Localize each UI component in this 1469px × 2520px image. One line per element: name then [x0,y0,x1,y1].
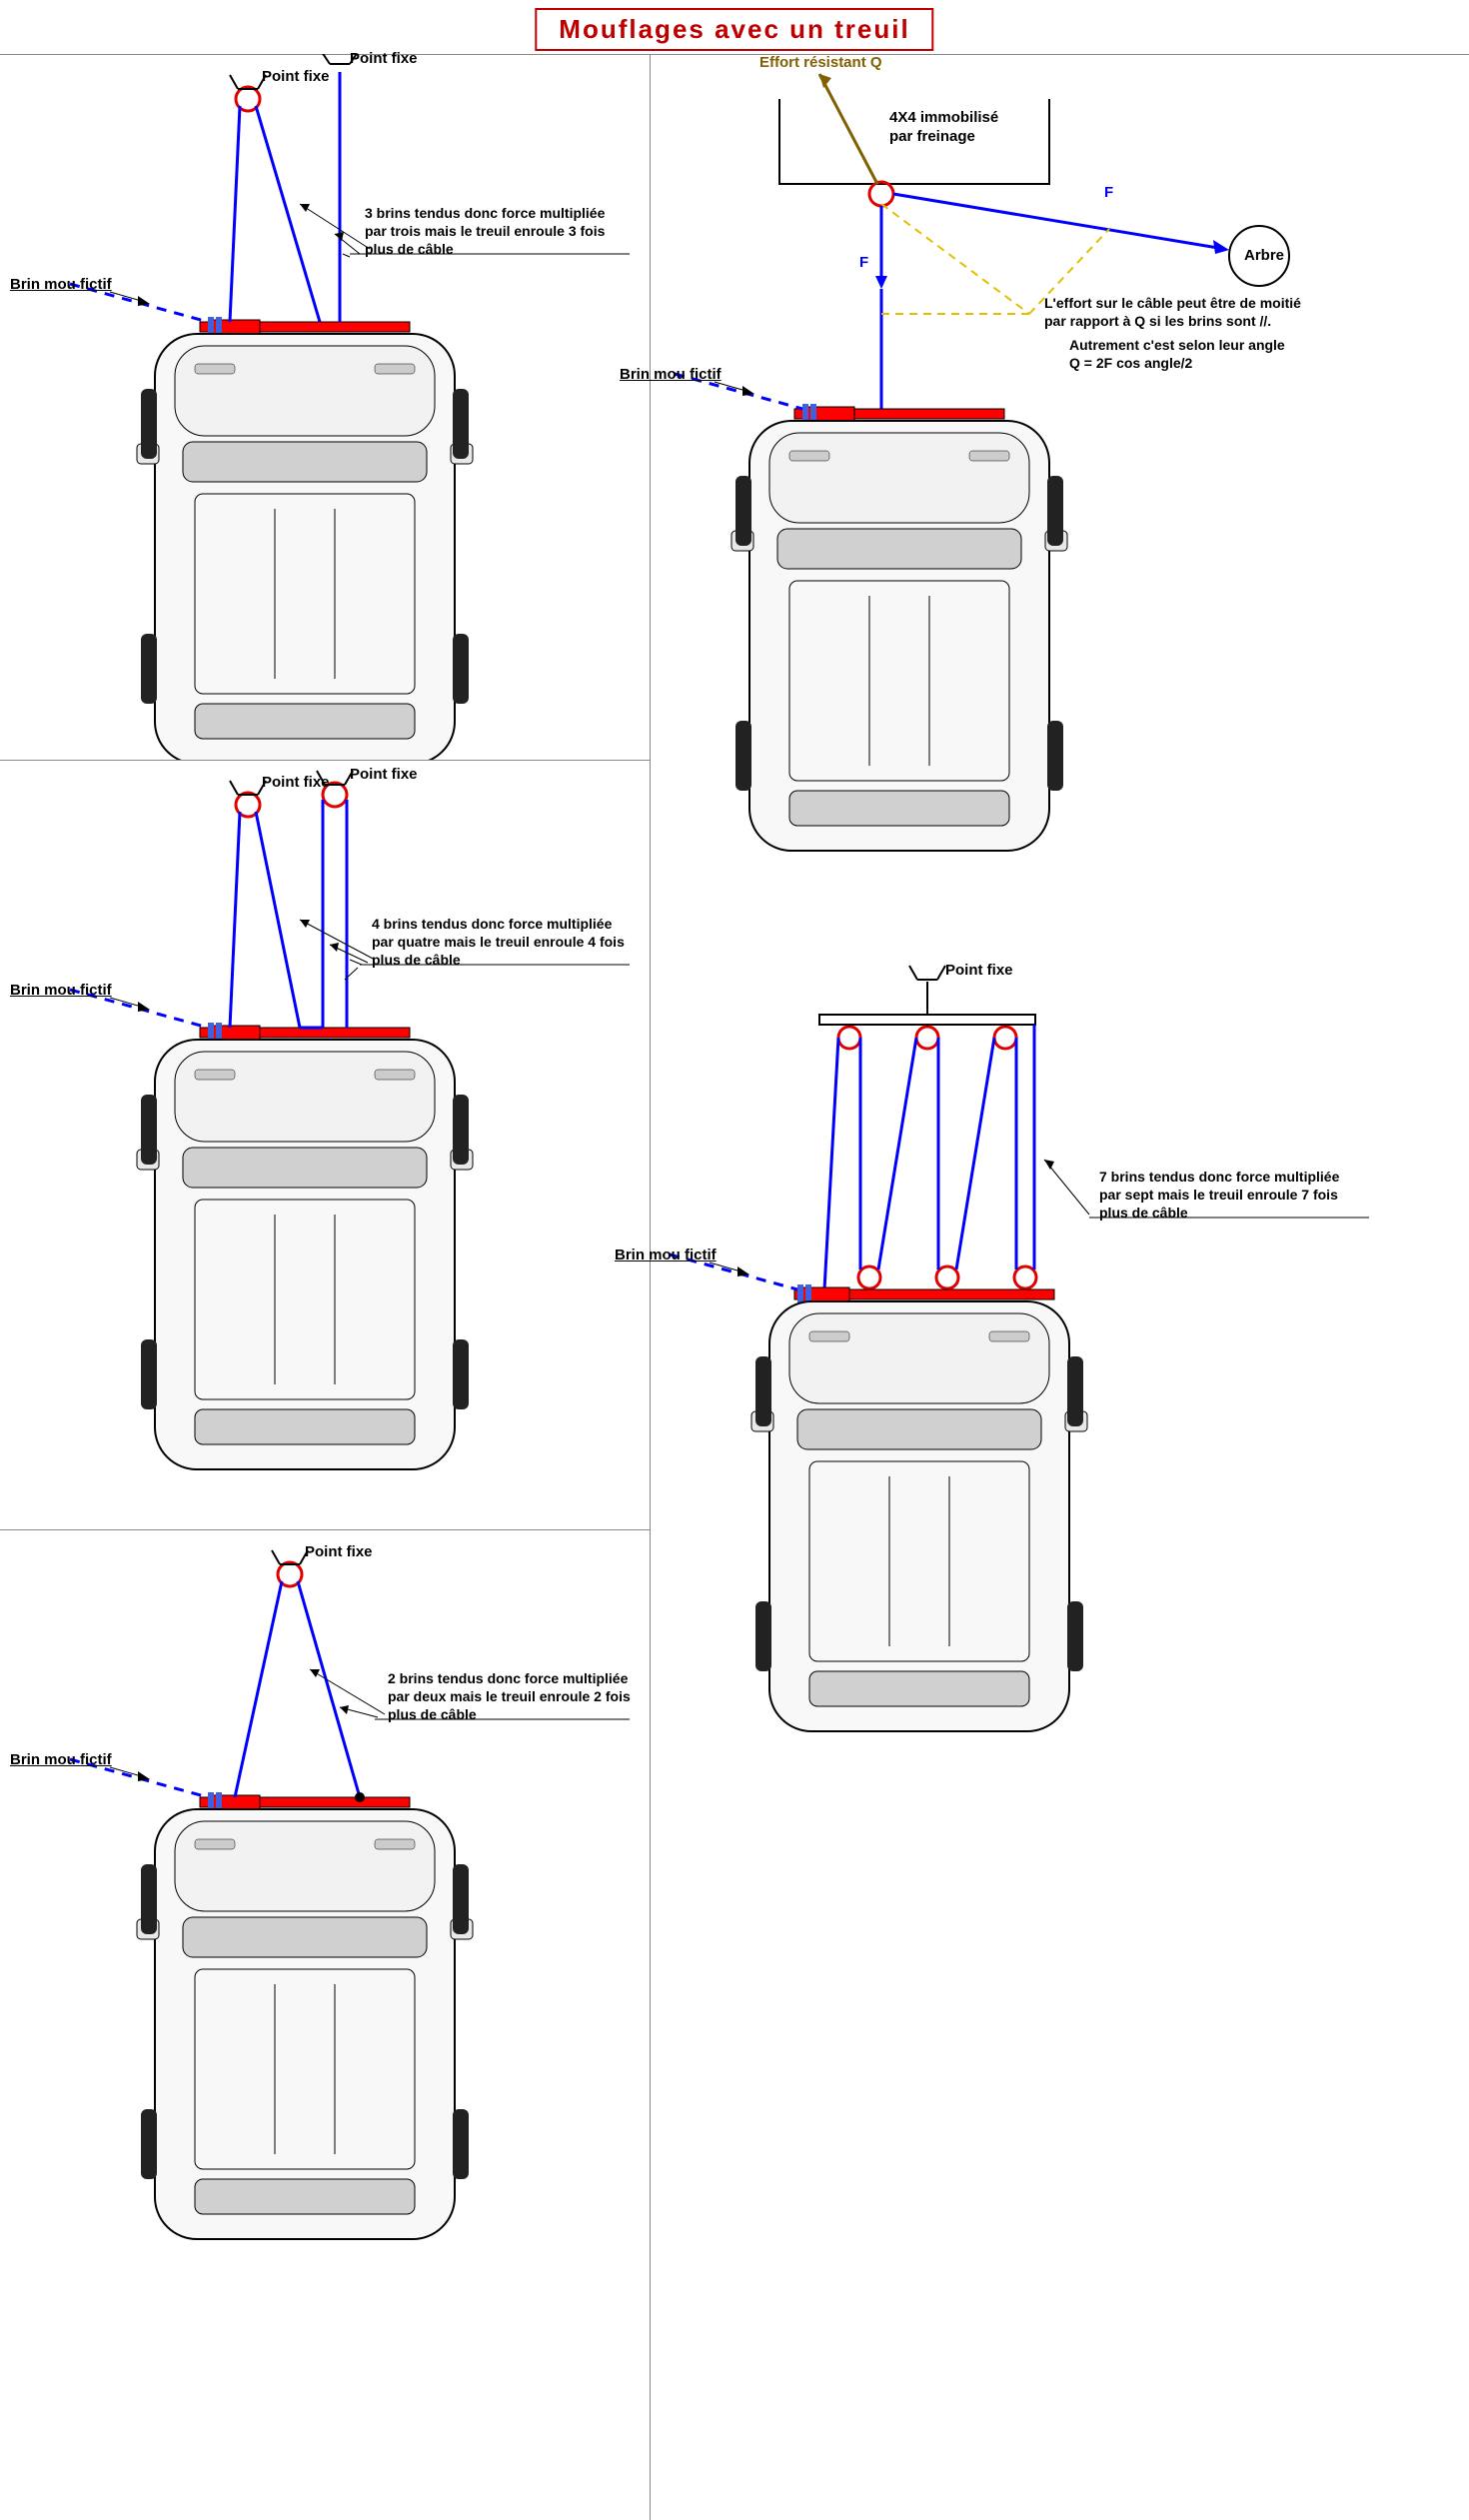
vehicle [137,1809,473,2239]
f-tree-head [1213,240,1229,254]
panel-2-brins: Point fixe Brin mou fictif 2 brins tendu… [0,1529,650,2429]
arrowhead-1 [300,204,310,212]
bot-pulley-1 [858,1266,880,1288]
vehicle [137,1040,473,1469]
bot-pulley-2 [936,1266,958,1288]
angle-dash1 [881,204,1029,314]
b1 [824,1038,838,1289]
q-arrow-line [819,74,877,184]
b3 [878,1038,916,1269]
panel-4-brins: Point fixe Point fixe Brin mou fictif 4 … [0,760,650,1529]
top-pulley-2 [916,1027,938,1049]
label-point-fixe-2: Point fixe [350,766,418,785]
panel-3-svg [0,54,650,760]
panel-2-svg [0,1529,650,2429]
brin-2 [298,1581,360,1797]
label-angle-note: L'effort sur le câble peut être de moiti… [1044,294,1364,330]
vehicle [751,1301,1087,1731]
ah1 [310,1669,320,1677]
b5 [956,1038,994,1269]
caption-4: 4 brins tendus donc force multipliée par… [372,915,642,970]
label-brin-mou: Brin mou fictif [10,982,112,1001]
label-point-fixe: Point fixe [945,962,1013,981]
label-point-fixe-2: Point fixe [350,50,418,69]
f-down-head [875,276,887,289]
page-title: Mouflages avec un treuil [535,8,933,51]
panel-7-brins: Point fixe Brin mou fictif 7 brins tendu… [650,960,1469,1959]
label-point-fixe-1: Point fixe [262,774,330,793]
pulley [869,182,893,206]
vehicle [137,334,473,760]
panel-effort: Effort résistant Q 4X4 immobilisé par fr… [650,54,1469,954]
panel-7-svg [650,960,1469,1959]
brin-2 [256,812,300,1028]
caption-7: 7 brins tendus donc force multipliée par… [1099,1168,1389,1223]
vehicle [732,421,1067,851]
caption-arrows [300,920,375,980]
caption-arrows [300,204,370,257]
panel-4-svg [0,760,650,1529]
brin-2 [256,106,320,322]
top-pulley-3 [994,1027,1016,1049]
caption-2: 2 brins tendus donc force multipliée par… [388,1669,658,1724]
brin-1 [230,812,240,1028]
bot-pulley-3 [1014,1266,1036,1288]
label-brin-mou: Brin mou fictif [10,276,112,295]
label-brin-mou: Brin mou fictif [620,366,722,385]
anchor-icon [909,966,945,980]
panel-3-brins: Point fixe Point fixe Brin mou fictif 3 … [0,54,650,760]
label-brin-mou: Brin mou fictif [615,1247,717,1265]
caption-3: 3 brins tendus donc force multipliée par… [365,204,635,259]
label-angle-note2: Autrement c'est selon leur angle Q = 2F … [1069,336,1389,372]
brin-1 [230,106,240,322]
ah2 [340,1705,349,1714]
panel-effort-svg [650,54,1469,954]
brin-1 [235,1581,282,1797]
label-effort-q: Effort résistant Q [759,54,882,71]
label-immobilise: 4X4 immobilisé par freinage [889,109,998,147]
label-point-fixe-1: Point fixe [262,68,330,87]
f-tree [893,194,1224,249]
label-brin-mou: Brin mou fictif [10,1751,112,1770]
label-F2: F [1104,184,1113,203]
label-point-fixe: Point fixe [305,1543,373,1562]
label-F1: F [859,254,868,273]
top-bar [819,1015,1035,1025]
label-arbre: Arbre [1244,247,1284,266]
cap-arrow-head [1044,1160,1054,1170]
anchor-dot [355,1792,365,1802]
top-pulley-1 [838,1027,860,1049]
ah2 [330,943,339,952]
